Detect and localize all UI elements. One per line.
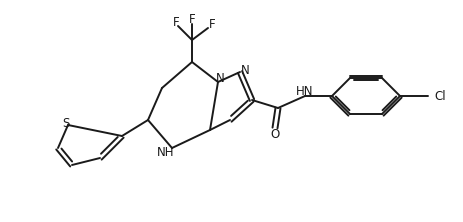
Text: N: N bbox=[240, 63, 249, 77]
Text: F: F bbox=[172, 16, 179, 28]
Text: N: N bbox=[215, 71, 224, 85]
Text: O: O bbox=[270, 129, 279, 141]
Text: S: S bbox=[62, 117, 69, 129]
Text: HN: HN bbox=[295, 85, 313, 97]
Text: F: F bbox=[208, 18, 215, 30]
Text: F: F bbox=[188, 12, 195, 26]
Text: NH: NH bbox=[157, 147, 175, 159]
Text: Cl: Cl bbox=[433, 89, 444, 103]
